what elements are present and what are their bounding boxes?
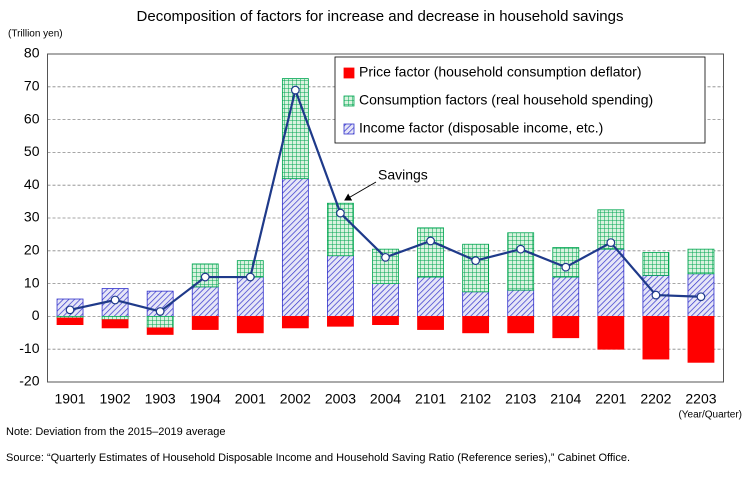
x-tick-label: 1903 [145, 391, 176, 407]
savings-marker [651, 290, 661, 300]
chart-title: Decomposition of factors for increase an… [136, 8, 624, 25]
bar-segment [507, 315, 535, 334]
bar-segment [146, 327, 174, 335]
bar-segment [236, 276, 264, 317]
bar-segment [101, 315, 129, 321]
x-tick-label: 2102 [460, 391, 491, 407]
bar-segment [462, 291, 490, 317]
bar-segment [642, 252, 670, 276]
bar-segment [417, 276, 444, 317]
x-tick-label: 1904 [190, 391, 221, 407]
savings-marker [245, 272, 255, 282]
savings-marker [290, 85, 300, 95]
source: Source: “Quarterly Estimates of Househol… [6, 452, 631, 464]
bar-segment [462, 315, 490, 334]
y-axis-label: (Trillion yen) [8, 29, 63, 40]
x-tick-label: 2001 [235, 391, 266, 407]
bar-segment [462, 243, 490, 293]
x-tick-label: 2004 [370, 391, 401, 407]
bar-segment [191, 315, 219, 330]
y-tick-label: 0 [32, 307, 40, 323]
savings-marker [336, 208, 345, 218]
y-tick-label: 40 [24, 176, 40, 192]
annotation-arrow [344, 181, 377, 201]
y-tick-label: 70 [24, 78, 40, 94]
legend-swatch [343, 95, 355, 107]
bar-segment [507, 289, 535, 317]
bar-segment [191, 286, 219, 317]
savings-marker [561, 262, 571, 272]
bar-segment [417, 315, 444, 330]
bar-segment [101, 319, 129, 329]
note: Note: Deviation from the 2015–2019 avera… [6, 426, 226, 438]
x-axis-label: (Year/Quarter) [678, 410, 742, 421]
savings-marker [606, 238, 616, 248]
bar-segment [56, 317, 84, 326]
y-tick-label: 50 [24, 143, 40, 159]
x-tick-label: 2103 [505, 391, 536, 407]
bar-segment [597, 248, 625, 317]
plot-frame [47, 53, 724, 383]
x-tick-label: 2203 [685, 391, 716, 407]
savings-annotation: Savings [378, 167, 428, 183]
bar-segment [687, 315, 715, 363]
y-tick-label: 20 [24, 242, 40, 258]
legend-label: Consumption factors (real household spen… [359, 92, 653, 108]
savings-marker [65, 305, 75, 315]
bar-segment [552, 276, 580, 317]
x-tick-label: 2202 [640, 391, 671, 407]
bar-segment [281, 178, 309, 317]
legend-swatch [343, 123, 355, 135]
bar-segment [146, 315, 174, 329]
y-tick-label: -20 [19, 373, 39, 389]
y-tick-label: 60 [24, 110, 40, 126]
savings-marker [110, 295, 120, 305]
savings-marker [516, 244, 526, 254]
y-tick-label: -10 [19, 340, 39, 356]
bar-segment [236, 315, 264, 334]
bar-segment [281, 315, 309, 329]
legend: Price factor (household consumption defl… [334, 56, 706, 144]
x-tick-label: 2201 [595, 391, 626, 407]
bar-segment [372, 283, 399, 317]
bar-segment [327, 255, 354, 317]
bar-segment [687, 248, 715, 275]
legend-box [334, 56, 706, 144]
x-tick-label: 1901 [54, 391, 85, 407]
savings-marker [471, 256, 481, 266]
bar-segment [417, 227, 444, 278]
x-tick-label: 2101 [415, 391, 446, 407]
y-tick-label: 10 [24, 274, 40, 290]
x-tick-label: 2003 [325, 391, 356, 407]
bar-segment [327, 315, 354, 327]
x-tick-label: 1902 [100, 391, 131, 407]
bar-segment [597, 315, 625, 350]
savings-marker [381, 252, 390, 262]
x-tick-label: 2002 [280, 391, 311, 407]
y-tick-label: 30 [24, 209, 40, 225]
savings-marker [426, 236, 435, 246]
savings-marker [155, 307, 165, 316]
bar-segment [552, 315, 580, 339]
y-tick-label: 80 [24, 45, 40, 61]
legend-swatch [343, 67, 355, 79]
x-tick-label: 2104 [550, 391, 581, 407]
legend-label: Price factor (household consumption defl… [359, 64, 641, 80]
bar-segment [642, 315, 670, 360]
bar-segment [507, 232, 535, 291]
legend-label: Income factor (disposable income, etc.) [359, 120, 603, 136]
savings-marker [200, 272, 210, 282]
savings-marker [696, 292, 706, 302]
bar-segment [372, 315, 399, 325]
